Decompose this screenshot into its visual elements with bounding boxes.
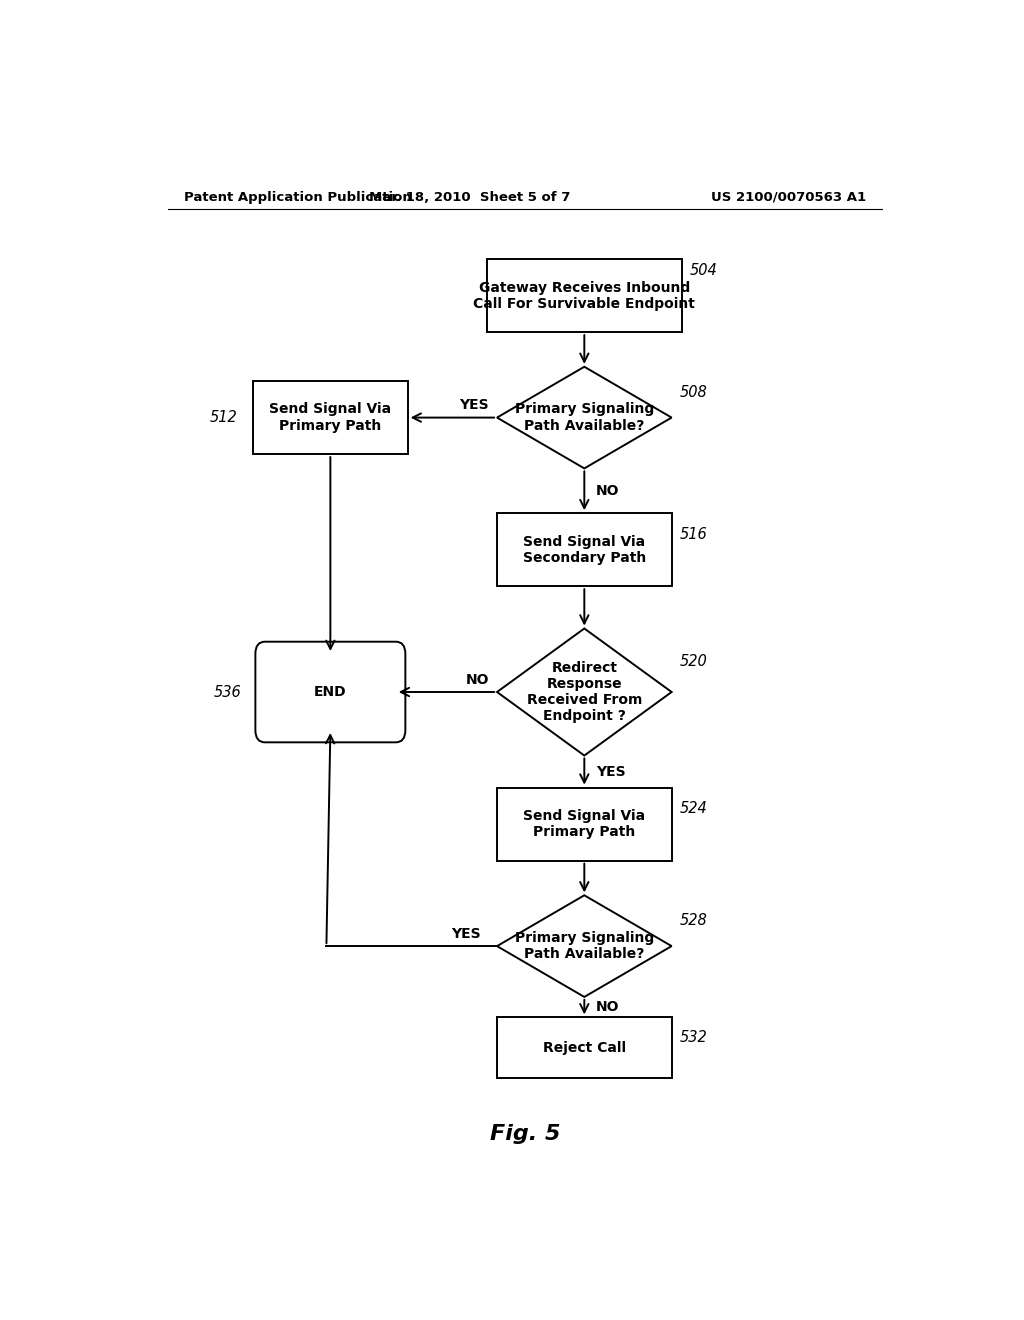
Polygon shape bbox=[497, 895, 672, 997]
Bar bbox=[497, 1018, 672, 1078]
Text: Send Signal Via
Secondary Path: Send Signal Via Secondary Path bbox=[522, 535, 646, 565]
Text: Reject Call: Reject Call bbox=[543, 1040, 626, 1055]
Bar bbox=[497, 513, 672, 586]
Text: Redirect
Response
Received From
Endpoint ?: Redirect Response Received From Endpoint… bbox=[526, 661, 642, 723]
Text: YES: YES bbox=[460, 399, 489, 412]
Text: 504: 504 bbox=[689, 263, 717, 277]
Text: 532: 532 bbox=[680, 1030, 708, 1045]
Text: 536: 536 bbox=[213, 685, 241, 700]
Polygon shape bbox=[497, 628, 672, 755]
Text: Primary Signaling
Path Available?: Primary Signaling Path Available? bbox=[515, 931, 654, 961]
Text: YES: YES bbox=[596, 764, 626, 779]
Text: Mar. 18, 2010  Sheet 5 of 7: Mar. 18, 2010 Sheet 5 of 7 bbox=[369, 190, 570, 203]
Text: NO: NO bbox=[466, 673, 489, 686]
Polygon shape bbox=[497, 367, 672, 469]
Text: NO: NO bbox=[596, 483, 620, 498]
Text: Patent Application Publication: Patent Application Publication bbox=[183, 190, 412, 203]
Text: Primary Signaling
Path Available?: Primary Signaling Path Available? bbox=[515, 403, 654, 433]
Text: 520: 520 bbox=[680, 653, 708, 669]
Text: 508: 508 bbox=[680, 384, 708, 400]
Bar bbox=[487, 259, 682, 333]
Text: 524: 524 bbox=[680, 801, 708, 816]
Text: Send Signal Via
Primary Path: Send Signal Via Primary Path bbox=[269, 403, 391, 433]
Bar bbox=[253, 381, 408, 454]
Bar bbox=[497, 788, 672, 861]
Text: Fig. 5: Fig. 5 bbox=[489, 1125, 560, 1144]
Text: 528: 528 bbox=[680, 913, 708, 928]
Text: US 2100/0070563 A1: US 2100/0070563 A1 bbox=[711, 190, 866, 203]
Text: NO: NO bbox=[596, 1001, 620, 1014]
Text: YES: YES bbox=[452, 927, 481, 941]
Text: Gateway Receives Inbound
Call For Survivable Endpoint: Gateway Receives Inbound Call For Surviv… bbox=[473, 281, 695, 310]
Text: END: END bbox=[314, 685, 347, 700]
Text: Send Signal Via
Primary Path: Send Signal Via Primary Path bbox=[523, 809, 645, 840]
FancyBboxPatch shape bbox=[255, 642, 406, 742]
Text: 516: 516 bbox=[680, 527, 708, 543]
Text: 512: 512 bbox=[209, 411, 238, 425]
